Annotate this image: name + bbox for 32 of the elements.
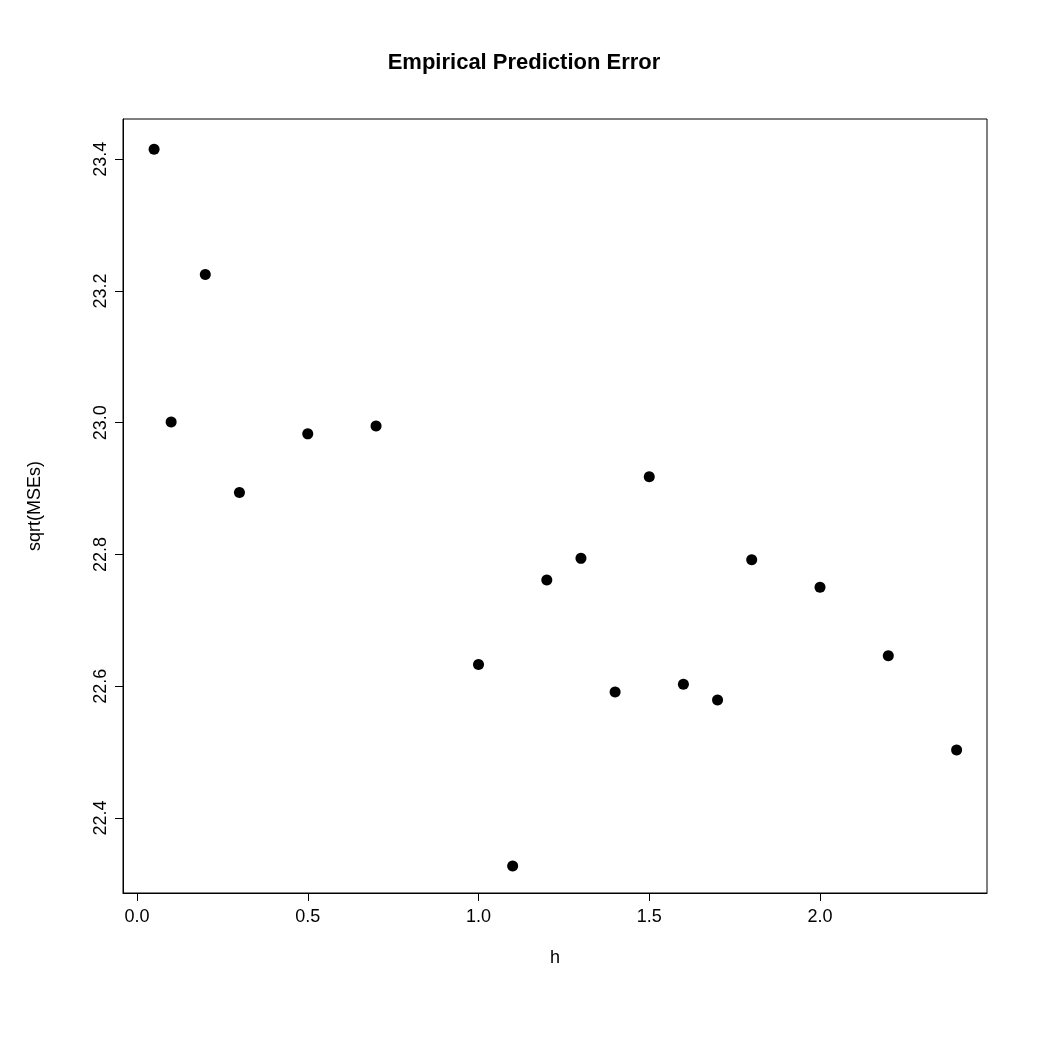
chart-title: Empirical Prediction Error bbox=[387, 48, 661, 74]
point bbox=[165, 416, 177, 428]
point bbox=[882, 650, 894, 662]
point bbox=[473, 658, 484, 670]
point bbox=[643, 471, 655, 483]
x-tick-label: 1.0 bbox=[465, 906, 492, 926]
y-tick-label: 22.8 bbox=[90, 536, 110, 572]
x-tick-label: 0.5 bbox=[295, 906, 321, 926]
point bbox=[746, 554, 758, 566]
y-tick-label: 23.2 bbox=[90, 273, 110, 309]
point bbox=[507, 860, 519, 872]
point bbox=[541, 574, 553, 586]
y-tick-label: 23.0 bbox=[90, 405, 110, 441]
x-tick-label: 0.0 bbox=[124, 906, 150, 926]
point bbox=[712, 694, 724, 706]
point bbox=[575, 552, 587, 564]
point bbox=[677, 678, 689, 690]
y-tick-label: 22.4 bbox=[90, 800, 110, 836]
point bbox=[302, 428, 314, 440]
point bbox=[199, 268, 211, 280]
point bbox=[370, 420, 382, 432]
point bbox=[233, 487, 245, 498]
y-axis-title: sqrt(MSEs) bbox=[24, 461, 44, 551]
x-axis-title: h bbox=[549, 947, 561, 967]
y-tick-label: 23.4 bbox=[90, 141, 110, 177]
x-tick-label: 2.0 bbox=[807, 906, 833, 926]
point bbox=[148, 143, 160, 155]
point bbox=[951, 744, 963, 756]
x-tick-label: 1.5 bbox=[636, 906, 662, 926]
point bbox=[609, 686, 621, 698]
y-tick-label: 22.6 bbox=[90, 668, 110, 704]
point bbox=[814, 581, 826, 593]
